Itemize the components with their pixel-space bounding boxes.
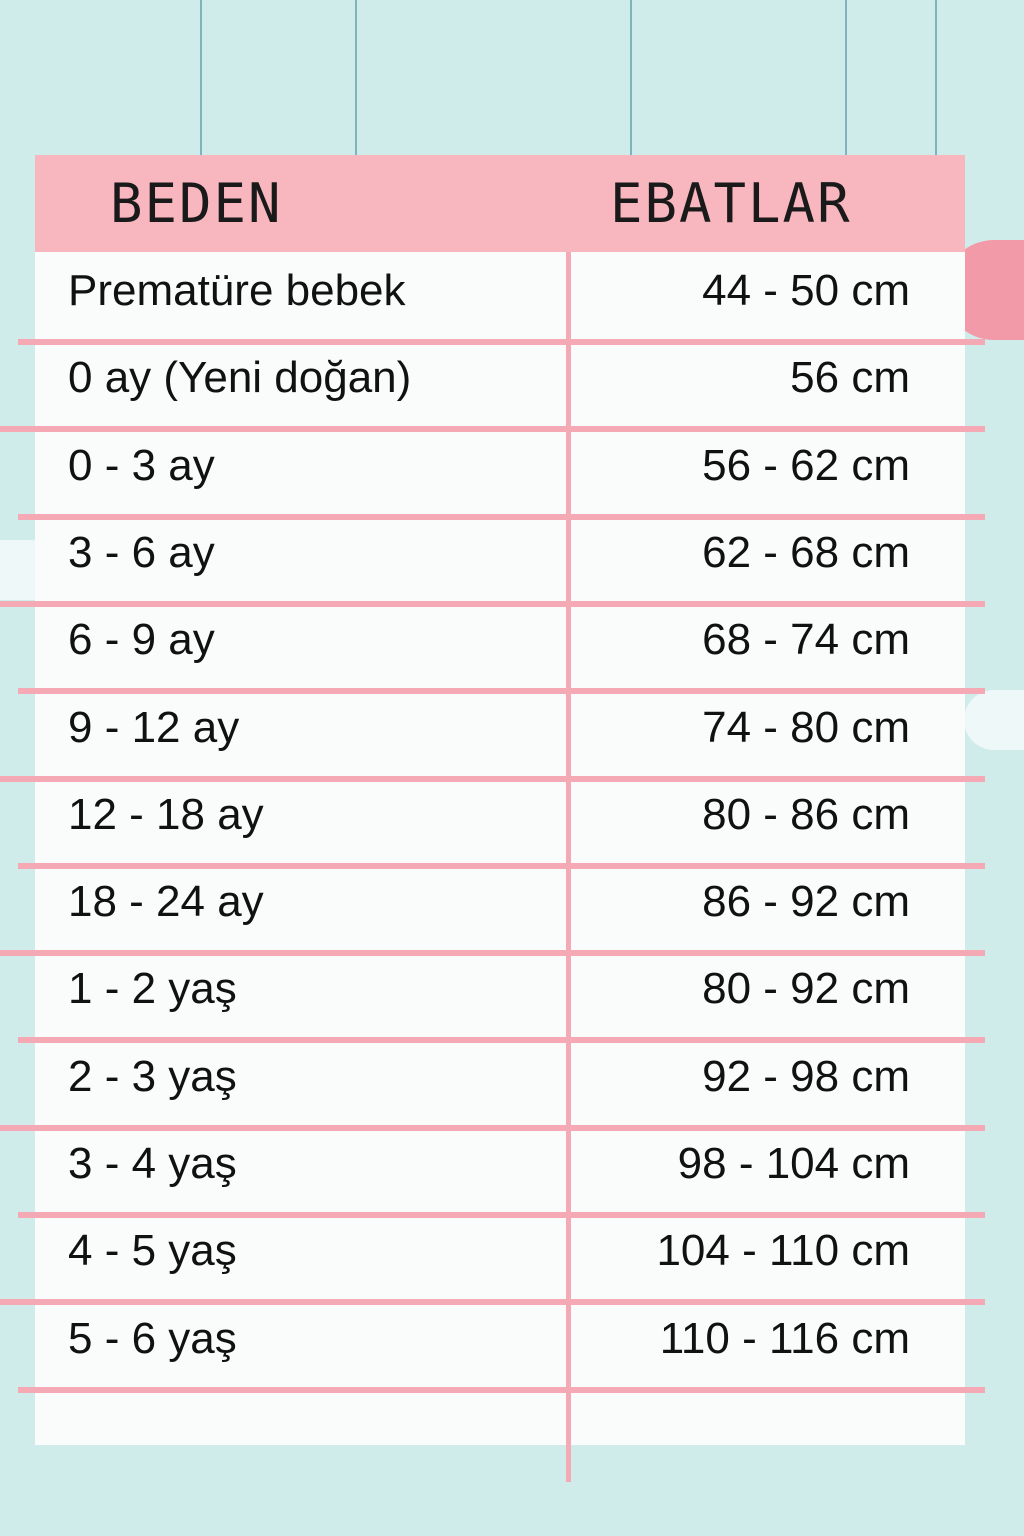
row-divider — [18, 1386, 985, 1393]
measurement-cell: 62 - 68 cm — [702, 527, 910, 577]
row-divider — [18, 513, 985, 520]
table-row: 4 - 5 yaş 104 - 110 cm — [35, 1212, 965, 1299]
size-table — [35, 155, 965, 1445]
row-divider — [18, 688, 985, 695]
row-divider — [0, 426, 985, 433]
size-cell: 0 ay (Yeni doğan) — [68, 353, 412, 403]
row-divider — [0, 775, 985, 782]
table-row: 9 - 12 ay 74 - 80 cm — [35, 689, 965, 776]
row-divider — [18, 1212, 985, 1218]
table-row: 18 - 24 ay 86 - 92 cm — [35, 863, 965, 950]
size-cell: 1 - 2 yaş — [68, 964, 237, 1014]
row-divider — [0, 950, 985, 957]
measurement-cell: 80 - 92 cm — [702, 964, 910, 1014]
measurement-cell: 68 - 74 cm — [702, 615, 910, 665]
table-row: 3 - 4 yaş 98 - 104 cm — [35, 1125, 965, 1212]
table-row: 0 ay (Yeni doğan) 56 cm — [35, 339, 965, 426]
row-divider — [18, 1037, 985, 1044]
measurement-cell: 92 - 98 cm — [702, 1051, 910, 1101]
size-cell: 3 - 6 ay — [68, 527, 215, 577]
row-divider — [0, 1124, 985, 1131]
table-row: 1 - 2 yaş 80 - 92 cm — [35, 950, 965, 1037]
cloud-decoration — [964, 690, 1024, 750]
size-cell: 9 - 12 ay — [68, 702, 240, 752]
row-divider — [18, 339, 985, 345]
table-row: 0 - 3 ay 56 - 62 cm — [35, 427, 965, 514]
size-cell: 3 - 4 yaş — [68, 1139, 237, 1188]
hanging-string — [200, 0, 202, 156]
header-measurement: EBATLAR — [610, 172, 852, 235]
table-row: 12 - 18 ay 80 - 86 cm — [35, 776, 965, 863]
table-row: 6 - 9 ay 68 - 74 cm — [35, 601, 965, 688]
hanging-string — [935, 0, 937, 156]
table-row: 3 - 6 ay 62 - 68 cm — [35, 514, 965, 601]
measurement-cell: 80 - 86 cm — [702, 789, 910, 839]
row-divider — [0, 600, 985, 607]
measurement-cell: 56 cm — [790, 353, 910, 403]
size-cell: 0 - 3 ay — [68, 440, 215, 490]
size-cell: 4 - 5 yaş — [68, 1226, 237, 1276]
size-cell: Prematüre bebek — [68, 266, 406, 315]
measurement-cell: 86 - 92 cm — [702, 877, 910, 927]
table-row: Prematüre bebek 44 - 50 cm — [35, 252, 965, 339]
table-row: 2 - 3 yaş 92 - 98 cm — [35, 1038, 965, 1125]
measurement-cell: 74 - 80 cm — [702, 702, 910, 752]
measurement-cell: 104 - 110 cm — [656, 1226, 910, 1276]
measurement-cell: 56 - 62 cm — [702, 440, 910, 490]
measurement-cell: 44 - 50 cm — [702, 266, 910, 315]
measurement-cell: 110 - 116 cm — [659, 1313, 910, 1363]
size-cell: 12 - 18 ay — [68, 789, 264, 839]
row-divider — [18, 862, 985, 869]
table-row: 5 - 6 yaş 110 - 116 cm — [35, 1300, 965, 1387]
hanging-string — [355, 0, 357, 156]
header-size: BEDEN — [110, 172, 283, 235]
table-header — [35, 155, 965, 252]
hanging-string — [630, 0, 632, 156]
measurement-cell: 98 - 104 cm — [677, 1139, 910, 1188]
size-cell: 18 - 24 ay — [68, 877, 264, 927]
size-cell: 5 - 6 yaş — [68, 1313, 237, 1363]
column-divider — [566, 252, 571, 1482]
row-divider — [0, 1299, 985, 1306]
size-cell: 6 - 9 ay — [68, 615, 215, 665]
size-cell: 2 - 3 yaş — [68, 1051, 237, 1101]
hanging-string — [845, 0, 847, 156]
